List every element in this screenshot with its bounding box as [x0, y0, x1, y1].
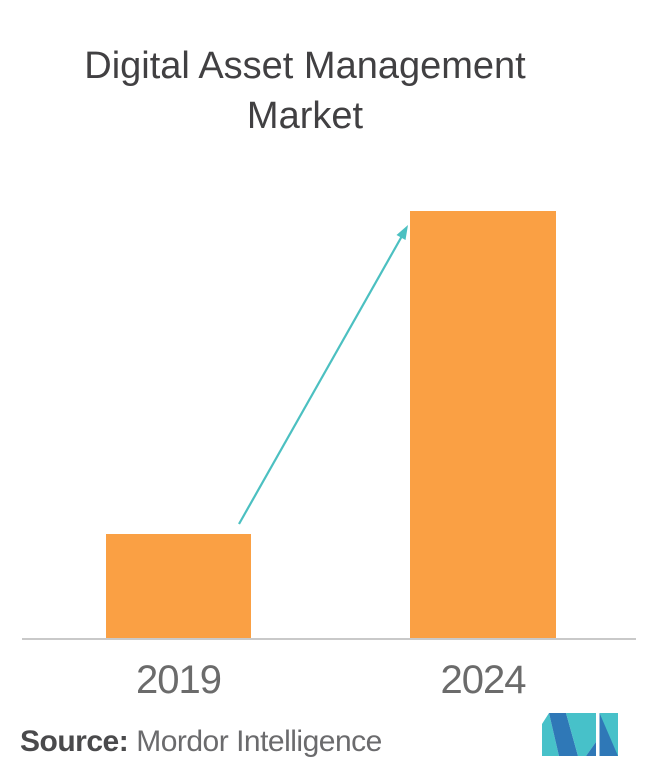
source-text: Mordor Intelligence	[136, 725, 382, 758]
bar-2024	[410, 211, 556, 639]
source-label: Source:	[20, 725, 129, 758]
source-attribution: Source: Mordor Intelligence	[20, 725, 382, 759]
bar-2019	[106, 534, 251, 639]
x-axis-label-2019: 2019	[136, 658, 222, 702]
mordor-intelligence-logo-icon	[542, 713, 618, 756]
chart-title: Digital Asset Management Market	[0, 41, 610, 141]
x-axis-line	[22, 638, 636, 640]
x-axis-label-2024: 2024	[440, 658, 527, 702]
chart-title-line2: Market	[246, 95, 364, 137]
chart-title-line1: Digital Asset Management	[84, 45, 526, 87]
